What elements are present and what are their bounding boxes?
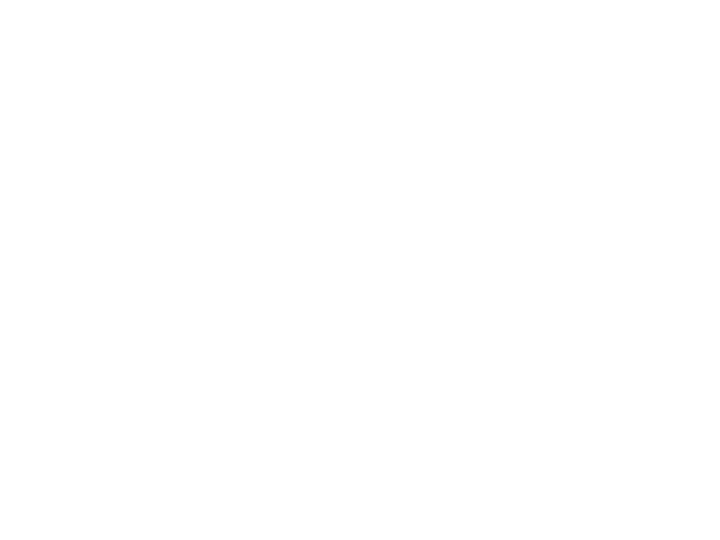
Text: ↷: ↷ — [112, 342, 132, 365]
Text: .: . — [225, 431, 233, 455]
Text: mean: mean — [163, 431, 235, 456]
Text: ↷: ↷ — [112, 464, 132, 488]
Text: it can be affected by extremely high or low: it can be affected by extremely high or … — [163, 279, 677, 302]
Text: later work, the mean is the most important.: later work, the mean is the most importa… — [163, 216, 687, 239]
Text: mean, median, mode, and midrange.  For: mean, median, mode, and midrange. For — [163, 186, 658, 209]
Text: One way to make the mean more resistant: One way to make the mean more resistant — [124, 342, 633, 365]
Text: Usually a 5% trimmed mean is used: Usually a 5% trimmed mean is used — [124, 464, 554, 488]
Text: ↷: ↷ — [112, 249, 132, 272]
Text: trimmed mean: trimmed mean — [416, 402, 611, 426]
Text: Trimmed Mean: Trimmed Mean — [124, 102, 501, 145]
Text: specific data values is to do a: specific data values is to do a — [163, 402, 522, 425]
Text: values.: values. — [163, 309, 246, 332]
Text: We have seen 4 different averages:  the: We have seen 4 different averages: the — [124, 156, 599, 179]
Text: However, a disadvantage of the mean is that: However, a disadvantage of the mean is t… — [124, 249, 657, 272]
Text: to exceptional values and still sensitive to: to exceptional values and still sensitiv… — [163, 372, 663, 395]
Text: ↷: ↷ — [112, 156, 132, 179]
